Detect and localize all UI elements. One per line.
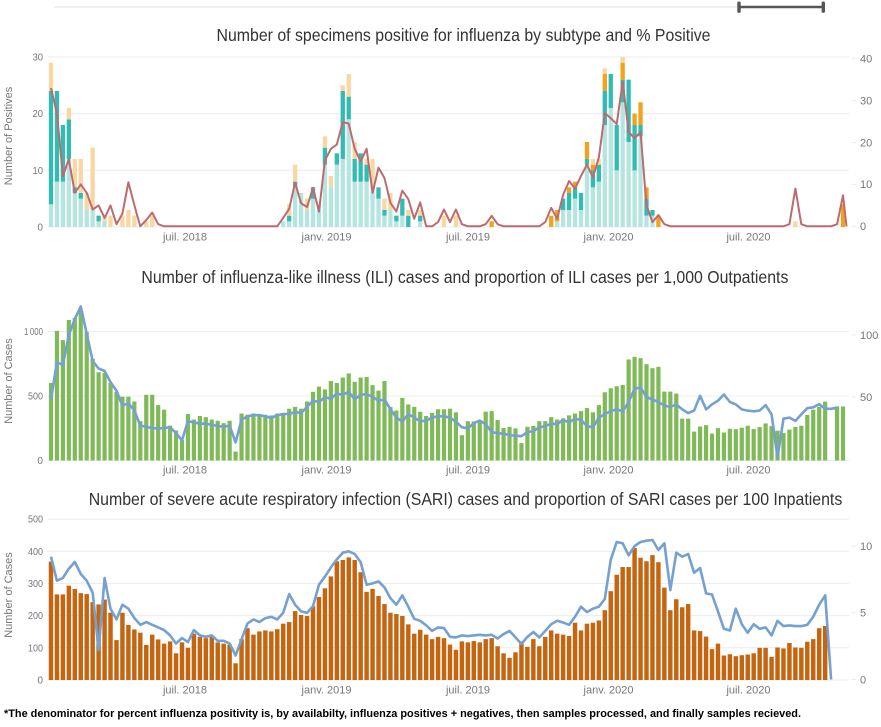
svg-text:5: 5 <box>860 608 866 620</box>
svg-text:janv. 2019: janv. 2019 <box>301 232 352 244</box>
svg-text:Number of influenza-like illne: Number of influenza-like illness (ILI) c… <box>141 267 788 287</box>
svg-text:10: 10 <box>860 541 872 553</box>
svg-text:juil. 2019: juil. 2019 <box>445 685 490 697</box>
svg-text:janv. 2020: janv. 2020 <box>583 685 634 697</box>
svg-text:0: 0 <box>860 221 866 233</box>
svg-text:500: 500 <box>28 515 43 526</box>
svg-text:janv. 2019: janv. 2019 <box>301 465 352 477</box>
svg-text:juil. 2018: juil. 2018 <box>162 685 207 697</box>
svg-text:1 000: 1 000 <box>24 327 43 338</box>
svg-text:juil. 2018: juil. 2018 <box>162 465 207 477</box>
svg-text:30: 30 <box>860 95 872 107</box>
svg-text:10: 10 <box>860 179 872 191</box>
svg-text:juil. 2020: juil. 2020 <box>725 465 770 477</box>
svg-text:juil. 2020: juil. 2020 <box>725 232 770 244</box>
svg-text:20: 20 <box>860 137 872 149</box>
svg-text:janv. 2019: janv. 2019 <box>301 685 352 697</box>
svg-text:0: 0 <box>37 223 43 234</box>
svg-text:300: 300 <box>28 579 43 590</box>
svg-text:janv. 2020: janv. 2020 <box>583 465 634 477</box>
svg-text:500: 500 <box>28 392 43 403</box>
svg-text:Number of Cases: Number of Cases <box>3 338 15 424</box>
svg-text:juil. 2018: juil. 2018 <box>162 232 207 244</box>
svg-text:juil. 2020: juil. 2020 <box>725 685 770 697</box>
svg-text:juil. 2019: juil. 2019 <box>445 232 490 244</box>
svg-text:50: 50 <box>860 392 872 404</box>
svg-text:100: 100 <box>860 330 878 342</box>
svg-text:0: 0 <box>37 456 43 467</box>
svg-text:40: 40 <box>860 54 872 66</box>
svg-text:Number of Cases: Number of Cases <box>3 552 15 638</box>
svg-text:0: 0 <box>37 676 43 687</box>
svg-text:400: 400 <box>28 547 43 558</box>
svg-text:20: 20 <box>33 109 44 120</box>
svg-text:*The denominator for percent i: *The denominator for percent influenza p… <box>4 708 801 720</box>
svg-text:Number of Positives: Number of Positives <box>3 86 15 185</box>
svg-text:200: 200 <box>28 611 43 622</box>
svg-text:0: 0 <box>860 674 866 686</box>
svg-text:Number of severe acute respira: Number of severe acute respiratory infec… <box>89 489 843 509</box>
svg-text:10: 10 <box>33 166 44 177</box>
svg-text:30: 30 <box>33 53 44 64</box>
svg-text:100: 100 <box>28 643 43 654</box>
svg-text:janv. 2020: janv. 2020 <box>583 232 634 244</box>
svg-text:juil. 2019: juil. 2019 <box>445 465 490 477</box>
svg-text:Number of specimens positive f: Number of specimens positive for influen… <box>217 25 711 45</box>
